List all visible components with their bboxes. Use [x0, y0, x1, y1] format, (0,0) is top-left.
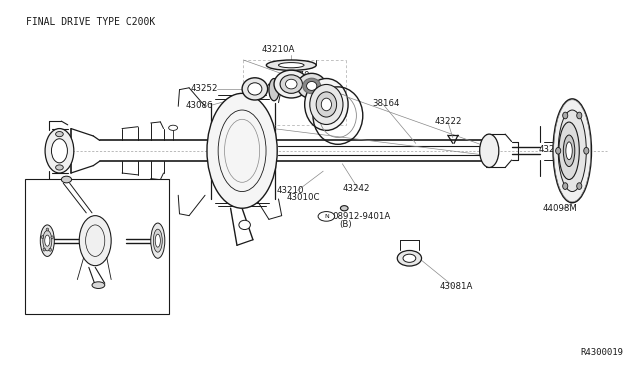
Ellipse shape: [305, 78, 348, 131]
Ellipse shape: [316, 92, 337, 117]
Text: 08912-9401A: 08912-9401A: [333, 212, 391, 221]
Ellipse shape: [563, 183, 568, 189]
Ellipse shape: [479, 134, 499, 167]
Ellipse shape: [310, 84, 343, 125]
Ellipse shape: [61, 176, 72, 183]
Text: 43207: 43207: [538, 145, 566, 154]
Ellipse shape: [563, 135, 575, 167]
Ellipse shape: [303, 78, 321, 94]
Ellipse shape: [403, 254, 416, 262]
Text: 43010H: 43010H: [295, 78, 329, 87]
Bar: [25, 179, 169, 314]
Ellipse shape: [556, 147, 561, 154]
Ellipse shape: [45, 235, 50, 246]
Text: 43070: 43070: [283, 71, 310, 80]
Ellipse shape: [43, 248, 45, 251]
Ellipse shape: [151, 223, 165, 258]
Ellipse shape: [40, 225, 54, 256]
Ellipse shape: [239, 220, 250, 230]
Ellipse shape: [397, 250, 422, 266]
Ellipse shape: [278, 62, 304, 68]
Ellipse shape: [79, 216, 111, 266]
Ellipse shape: [92, 282, 105, 288]
Ellipse shape: [280, 75, 303, 93]
Text: 38164: 38164: [372, 99, 400, 108]
Ellipse shape: [269, 78, 279, 101]
Ellipse shape: [563, 112, 568, 119]
Ellipse shape: [154, 229, 163, 252]
Ellipse shape: [49, 248, 52, 251]
Ellipse shape: [307, 81, 317, 90]
Text: 43086: 43086: [186, 101, 213, 110]
Ellipse shape: [56, 165, 63, 170]
Ellipse shape: [340, 206, 348, 211]
Ellipse shape: [584, 147, 589, 154]
Text: 43252: 43252: [191, 84, 218, 93]
Ellipse shape: [46, 228, 49, 231]
Text: 43222: 43222: [435, 117, 463, 126]
Ellipse shape: [558, 110, 586, 192]
Text: 44098M: 44098M: [542, 205, 577, 214]
Ellipse shape: [298, 73, 326, 99]
Ellipse shape: [285, 79, 297, 89]
Ellipse shape: [169, 125, 177, 131]
Ellipse shape: [51, 139, 67, 163]
Ellipse shape: [274, 70, 308, 98]
Text: 43210: 43210: [276, 186, 304, 195]
Text: R4300019: R4300019: [580, 348, 623, 357]
Ellipse shape: [266, 60, 316, 70]
Ellipse shape: [45, 129, 74, 173]
Text: 43010C: 43010C: [287, 193, 320, 202]
Text: 43081A: 43081A: [440, 282, 474, 291]
Ellipse shape: [41, 235, 44, 238]
Text: 43242: 43242: [342, 185, 370, 193]
Ellipse shape: [553, 99, 591, 203]
Ellipse shape: [156, 234, 161, 247]
Text: 43003: 43003: [129, 285, 156, 294]
Ellipse shape: [51, 236, 54, 239]
Ellipse shape: [577, 183, 582, 189]
Ellipse shape: [577, 112, 582, 119]
Text: (B): (B): [339, 220, 352, 229]
Ellipse shape: [566, 142, 572, 160]
Ellipse shape: [242, 78, 268, 100]
Circle shape: [318, 212, 335, 221]
Ellipse shape: [321, 98, 332, 111]
Ellipse shape: [559, 122, 579, 180]
Ellipse shape: [248, 83, 262, 95]
Text: 43210A: 43210A: [261, 45, 294, 54]
Ellipse shape: [43, 231, 52, 251]
Text: N: N: [324, 214, 329, 219]
Ellipse shape: [207, 93, 277, 208]
Text: FINAL DRIVE TYPE C200K: FINAL DRIVE TYPE C200K: [26, 17, 156, 28]
Ellipse shape: [56, 132, 63, 137]
